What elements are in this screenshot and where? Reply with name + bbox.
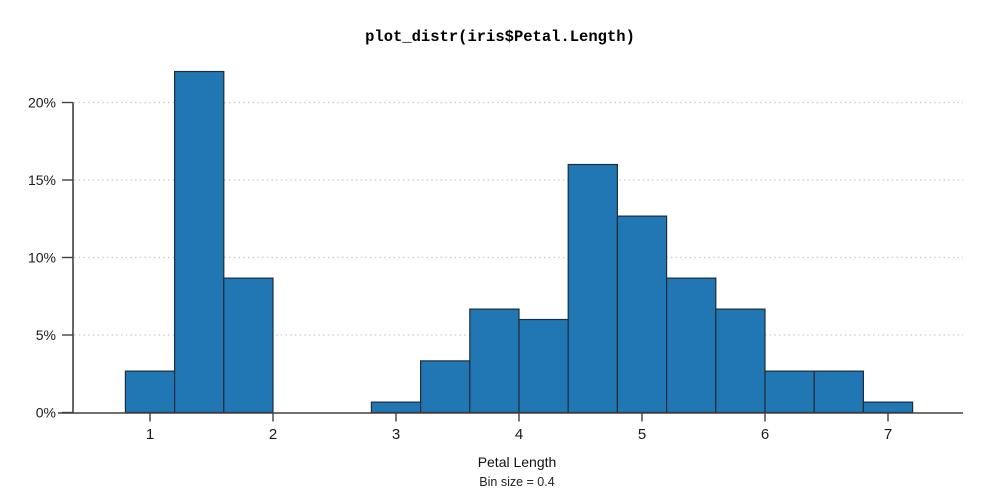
histogram-bar xyxy=(813,370,865,414)
x-tick-label: 1 xyxy=(146,426,154,443)
histogram-bar xyxy=(174,70,225,414)
x-axis-label: Petal Length xyxy=(478,454,557,470)
x-tick-label: 6 xyxy=(761,426,769,443)
x-tick-label: 2 xyxy=(269,426,277,443)
y-tick-label: 5% xyxy=(36,327,56,343)
tick-labels: 0% 5% 10% 15% 20% 1 2 3 4 5 6 7 xyxy=(28,95,892,444)
histogram-bar xyxy=(420,360,471,414)
histogram-bars xyxy=(124,70,914,414)
histogram-bar xyxy=(715,308,766,414)
histogram-bar xyxy=(124,370,176,414)
bin-size-note: Bin size = 0.4 xyxy=(479,475,554,489)
x-tick-label: 7 xyxy=(884,426,892,443)
x-tick-label: 5 xyxy=(638,426,646,443)
histogram-bar xyxy=(665,277,717,414)
histogram-bar xyxy=(223,277,274,414)
x-tick-label: 4 xyxy=(515,426,523,443)
chart-title: plot_distr(iris$Petal.Length) xyxy=(365,28,635,46)
y-tick-label: 15% xyxy=(28,172,56,188)
x-tick-label: 3 xyxy=(392,426,400,443)
y-tick-label: 0% xyxy=(36,405,56,421)
tick-marks xyxy=(62,101,889,422)
histogram-bar xyxy=(764,370,815,414)
y-tick-label: 20% xyxy=(28,95,56,111)
histogram-bar xyxy=(469,308,520,414)
histogram-bar xyxy=(370,401,422,414)
histogram-bar xyxy=(862,401,914,414)
histogram-bar xyxy=(616,215,668,414)
y-tick-label: 10% xyxy=(28,250,56,266)
histogram-bar xyxy=(518,318,569,414)
histogram-bar xyxy=(567,163,619,414)
